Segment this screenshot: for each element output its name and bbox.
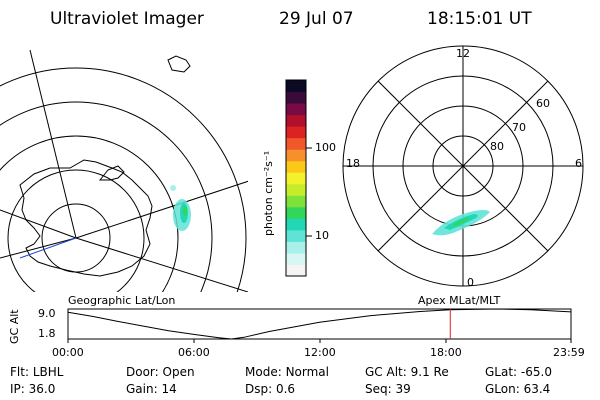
date-label: 29 Jul 07	[279, 9, 354, 29]
mlt-label-6: 6	[575, 157, 582, 170]
instrument-title: Ultraviolet Imager	[50, 9, 204, 29]
status-seq-label: Seq:	[365, 382, 392, 396]
colorbar-cell	[286, 137, 306, 150]
colorbar-tick-10: 10	[315, 229, 329, 242]
status-glon: GLon: 63.4	[485, 382, 550, 396]
colorbar-cell	[286, 103, 306, 116]
status-dsp-value: 0.6	[275, 382, 296, 396]
timeline-ylabel: GC Alt	[8, 309, 21, 344]
status-gcalt-value: 9.1 Re	[410, 365, 449, 379]
status-ip-value: 36.0	[28, 382, 56, 396]
colorbar-cell	[286, 91, 306, 104]
timeline-plot	[67, 308, 572, 343]
geographic-map	[0, 50, 248, 292]
timeline-ymax: 9.0	[38, 307, 56, 320]
mlt-label-0: 0	[467, 276, 474, 289]
status-glon-value: 63.4	[523, 382, 551, 396]
colorbar-cell	[286, 195, 306, 208]
status-door: Door: Open	[126, 365, 195, 379]
status-flt: Flt: LBHL	[10, 365, 63, 379]
mlt-label-18: 18	[346, 157, 360, 170]
status-gcalt: GC Alt: 9.1 Re	[365, 365, 449, 379]
status-seq-value: 39	[395, 382, 411, 396]
coastline-island	[167, 55, 191, 73]
status-seq: Seq: 39	[365, 382, 411, 396]
lat-label-60: 60	[536, 97, 550, 110]
coastline	[19, 159, 153, 277]
status-glat-value: -65.0	[520, 365, 552, 379]
polar-aurora	[432, 210, 490, 236]
status-mode: Mode: Normal	[245, 365, 329, 379]
status-gain: Gain: 14	[126, 382, 177, 396]
longitude-lines	[0, 50, 248, 292]
status-glat-label: GLat:	[485, 365, 518, 379]
colorbar-cell	[286, 252, 306, 265]
status-door-value: Open	[162, 365, 195, 379]
polar-plot-label: Apex MLat/MLT	[418, 294, 501, 307]
timeline-ymin: 1.8	[38, 327, 56, 340]
colorbar-tick-100: 100	[315, 141, 336, 154]
colorbar-cell	[286, 149, 306, 162]
polar-plot	[342, 45, 584, 287]
colorbar-cell	[286, 241, 306, 254]
colorbar-cell	[286, 264, 306, 277]
x-tick-0000: 00:00	[52, 346, 84, 359]
status-door-label: Door:	[126, 365, 159, 379]
status-mode-value: Normal	[285, 365, 329, 379]
colorbar-cell	[286, 160, 306, 173]
colorbar-unit-label: photon cm⁻²s⁻¹	[262, 150, 275, 236]
colorbar-cell	[286, 114, 306, 127]
colorbar-cell	[286, 126, 306, 139]
geo-aurora	[170, 185, 191, 231]
status-flt-value: LBHL	[32, 365, 64, 379]
lat-label-70: 70	[512, 121, 526, 134]
status-ip-label: IP:	[10, 382, 25, 396]
colorbar-cell	[286, 183, 306, 196]
colorbar	[285, 79, 312, 277]
time-label: 18:15:01 UT	[427, 9, 532, 29]
status-mode-label: Mode:	[245, 365, 282, 379]
x-tick-0600: 06:00	[178, 346, 210, 359]
x-tick-1800: 18:00	[430, 346, 462, 359]
x-tick-2359: 23:59	[553, 346, 585, 359]
status-ip: IP: 36.0	[10, 382, 55, 396]
status-glon-label: GLon:	[485, 382, 520, 396]
colorbar-cell	[286, 172, 306, 185]
colorbar-cell	[286, 229, 306, 242]
colorbar-cell	[286, 206, 306, 219]
geo-map-label: Geographic Lat/Lon	[68, 294, 176, 307]
status-gcalt-label: GC Alt:	[365, 365, 407, 379]
status-flt-label: Flt:	[10, 365, 29, 379]
status-gain-label: Gain:	[126, 382, 158, 396]
coastline-segment	[98, 165, 125, 181]
altitude-curve	[67, 308, 572, 340]
lat-label-80: 80	[490, 140, 504, 153]
status-glat: GLat: -65.0	[485, 365, 552, 379]
status-dsp: Dsp: 0.6	[245, 382, 295, 396]
status-gain-value: 14	[161, 382, 177, 396]
x-tick-1200: 12:00	[304, 346, 336, 359]
status-dsp-label: Dsp:	[245, 382, 273, 396]
colorbar-cell	[286, 218, 306, 231]
mlt-label-12: 12	[456, 47, 470, 60]
colorbar-cell	[286, 80, 306, 93]
